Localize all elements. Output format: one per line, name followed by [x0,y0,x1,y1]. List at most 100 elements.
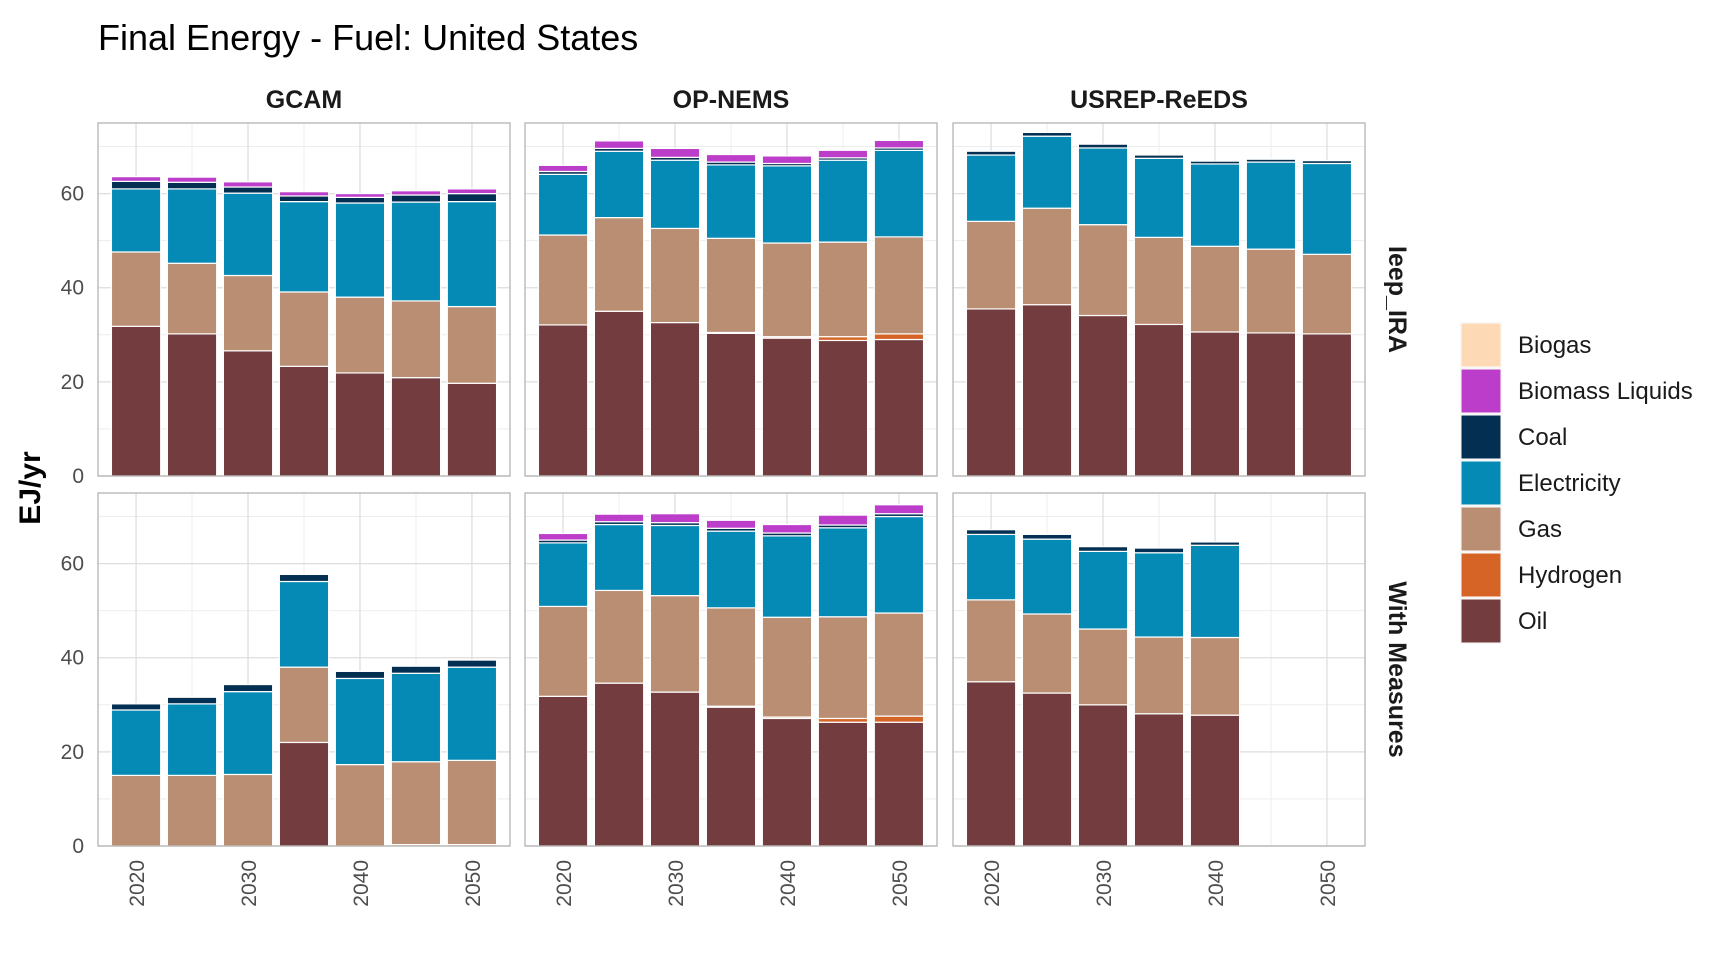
y-axis-label: EJ/yr [14,451,47,525]
legend-swatch-biogas [1460,322,1502,368]
bar-coal-2040 [1189,541,1241,546]
bar-electricity-2045 [817,527,869,618]
legend-label: Biomass Liquids [1518,378,1693,405]
bar-electricity-2040 [761,535,813,618]
bar-coal-2025 [166,181,218,190]
bar-gas-2040 [334,296,386,374]
bar-biomass-liquids-2045 [817,149,869,159]
bar-gas-2020 [537,605,589,697]
bar-oil-2035 [278,365,330,477]
bar-oil-2020 [537,695,589,847]
bar-biomass-liquids-2030 [222,181,274,188]
bar-gas-2030 [222,773,274,847]
bar-coal-2035 [1133,547,1185,554]
legend-item-gas: Gas [1460,506,1562,552]
bar-coal-2025 [1021,131,1073,137]
bar-electricity-2025 [166,188,218,264]
bar-electricity-2050 [873,515,925,614]
bar-gas-2040 [761,616,813,718]
legend-label: Biogas [1518,332,1591,359]
bar-biomass-liquids-2040 [761,523,813,534]
x-tick-label: 2050 [462,860,485,907]
bar-electricity-2045 [1245,161,1297,250]
bar-electricity-2020 [110,188,162,253]
bar-biomass-liquids-2020 [537,164,589,173]
x-tick-label: 2030 [238,860,261,907]
panel-grid: GCAM OP-NEMS USREP-ReEDS Ieep_IRA With Measu… [61,86,1411,907]
bar-biomass-liquids-2035 [705,153,757,163]
bar-gas-2050 [873,612,925,717]
bar-coal-2045 [390,194,442,203]
bar-oil-2025 [166,333,218,477]
bar-gas-2040 [334,763,386,847]
bar-electricity-2020 [965,533,1017,601]
bar-biomass-liquids-2050 [873,139,925,149]
panel-border [952,122,1366,477]
bar-gas-2035 [1133,236,1185,326]
bar-oil-2050 [446,382,498,477]
bar-stacks [110,176,498,477]
legend-label: Coal [1518,424,1567,451]
y-tick-label: 0 [72,835,84,858]
y-tick-label: 60 [61,183,84,206]
bar-gas-2020 [965,599,1017,683]
bar-electricity-2050 [1301,162,1353,255]
bar-oil-2035 [705,706,757,847]
bar-oil-2050 [873,338,925,477]
bar-stacks [537,139,925,477]
y-tick-label: 60 [61,553,84,576]
bar-oil-2045 [390,377,442,477]
legend-label: Gas [1518,516,1562,543]
legend-swatch-coal [1460,414,1502,460]
x-tick-label: 2050 [889,860,912,907]
bar-coal-2050 [446,659,498,668]
bar-electricity-2030 [649,524,701,597]
bar-gas-2045 [390,300,442,379]
panel-usrep-reeds-ieep-ira [952,122,1366,477]
bar-electricity-2020 [537,173,589,236]
bar-electricity-2030 [1077,550,1129,630]
bar-electricity-2050 [446,666,498,761]
bar-electricity-2040 [761,165,813,244]
bar-gas-2035 [1133,636,1185,715]
bar-electricity-2035 [1133,552,1185,638]
bar-coal-2020 [110,703,162,711]
bar-biomass-liquids-2020 [110,176,162,182]
bar-oil-2020 [537,324,589,477]
chart-title: Final Energy - Fuel: United States [98,17,638,58]
bar-gas-2050 [873,236,925,335]
bar-electricity-2025 [1021,538,1073,615]
panel-op-nems-with-measures: 2020 2030 2040 2050 [524,492,938,907]
y-tick-label: 40 [61,277,84,300]
bar-gas-2020 [110,251,162,327]
bar-electricity-2045 [390,201,442,302]
bar-electricity-2020 [537,542,589,608]
bar-gas-2040 [1189,245,1241,333]
panel-border [524,492,938,847]
bar-coal-2050 [1301,160,1353,165]
x-tick-label: 2020 [126,860,149,907]
bar-coal-2035 [1133,154,1185,159]
legend-label: Hydrogen [1518,562,1622,589]
y-tick-label: 0 [72,465,84,488]
x-tick-label: 2040 [350,860,373,907]
bar-oil-2035 [705,332,757,477]
y-tick-label: 20 [61,371,84,394]
bar-gas-2045 [1245,248,1297,334]
bar-coal-2030 [1077,143,1129,149]
x-tick-label: 2050 [1317,860,1340,907]
bar-coal-2040 [1189,160,1241,165]
bar-oil-2045 [1245,332,1297,477]
bar-oil-2040 [334,372,386,477]
bar-oil-2050 [873,721,925,847]
panel-border [97,122,511,477]
bar-coal-2025 [166,696,218,705]
column-strip-usrep-reeds: USREP-ReEDS [1070,86,1248,114]
bar-electricity-2030 [1077,147,1129,226]
bar-gas-2030 [222,274,274,352]
bar-gas-2030 [649,595,701,693]
bar-electricity-2030 [649,159,701,230]
legend-label: Electricity [1518,470,1621,497]
bar-coal-2040 [334,196,386,204]
bar-coal-2020 [110,180,162,190]
